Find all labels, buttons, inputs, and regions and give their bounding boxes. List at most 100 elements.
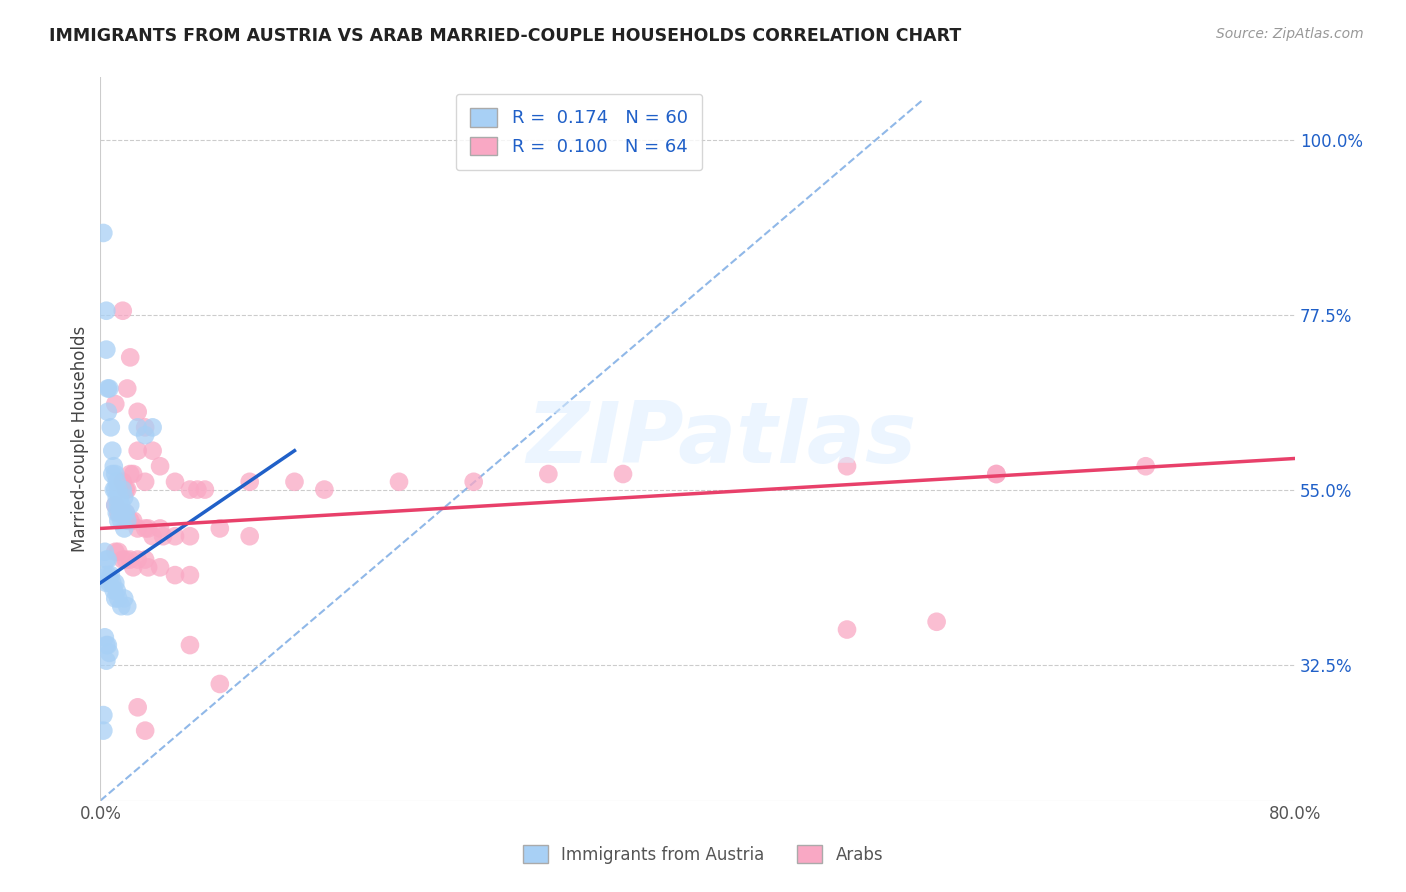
- Point: [104, 397, 127, 411]
- Point: [97, 638, 120, 652]
- Point: [96, 575, 118, 590]
- Point: [314, 483, 336, 497]
- Point: [91, 708, 114, 723]
- Point: [179, 483, 201, 497]
- Point: [104, 591, 127, 606]
- Point: [103, 583, 125, 598]
- Point: [97, 382, 120, 396]
- Text: IMMIGRANTS FROM AUSTRIA VS ARAB MARRIED-COUPLE HOUSEHOLDS CORRELATION CHART: IMMIGRANTS FROM AUSTRIA VS ARAB MARRIED-…: [49, 27, 962, 45]
- Point: [115, 483, 138, 497]
- Point: [101, 443, 124, 458]
- Point: [1135, 459, 1157, 474]
- Point: [104, 545, 127, 559]
- Point: [111, 475, 134, 489]
- Point: [152, 529, 174, 543]
- Point: [107, 483, 129, 497]
- Point: [112, 521, 135, 535]
- Point: [986, 467, 1008, 481]
- Point: [120, 514, 142, 528]
- Point: [104, 467, 127, 481]
- Point: [115, 599, 138, 614]
- Point: [179, 568, 201, 582]
- Point: [149, 521, 172, 535]
- Point: [107, 591, 129, 606]
- Point: [208, 677, 231, 691]
- Point: [612, 467, 634, 481]
- Point: [127, 405, 149, 419]
- Point: [115, 514, 138, 528]
- Point: [108, 506, 131, 520]
- Point: [112, 591, 135, 606]
- Point: [98, 646, 121, 660]
- Point: [283, 475, 305, 489]
- Point: [100, 568, 122, 582]
- Point: [91, 723, 114, 738]
- Point: [163, 475, 186, 489]
- Point: [120, 351, 142, 365]
- Point: [120, 498, 142, 512]
- Point: [111, 303, 134, 318]
- Legend: Immigrants from Austria, Arabs: Immigrants from Austria, Arabs: [516, 838, 890, 871]
- Point: [194, 483, 217, 497]
- Point: [101, 575, 124, 590]
- Point: [114, 506, 136, 520]
- Point: [134, 521, 156, 535]
- Point: [94, 545, 117, 559]
- Point: [463, 475, 485, 489]
- Point: [114, 483, 136, 497]
- Point: [134, 420, 156, 434]
- Point: [108, 491, 131, 505]
- Point: [98, 575, 121, 590]
- Point: [111, 483, 134, 497]
- Point: [104, 498, 127, 512]
- Point: [107, 506, 129, 520]
- Point: [110, 514, 132, 528]
- Point: [122, 514, 145, 528]
- Point: [120, 467, 142, 481]
- Point: [127, 700, 149, 714]
- Point: [142, 529, 165, 543]
- Point: [100, 420, 122, 434]
- Point: [127, 443, 149, 458]
- Point: [239, 529, 262, 543]
- Point: [835, 623, 858, 637]
- Point: [107, 514, 129, 528]
- Text: Source: ZipAtlas.com: Source: ZipAtlas.com: [1216, 27, 1364, 41]
- Point: [107, 545, 129, 559]
- Point: [96, 343, 118, 357]
- Point: [115, 382, 138, 396]
- Point: [111, 506, 134, 520]
- Point: [96, 303, 118, 318]
- Point: [537, 467, 560, 481]
- Point: [112, 491, 135, 505]
- Point: [134, 475, 156, 489]
- Point: [104, 498, 127, 512]
- Point: [239, 475, 262, 489]
- Point: [98, 382, 121, 396]
- Point: [179, 529, 201, 543]
- Point: [96, 638, 118, 652]
- Point: [97, 405, 120, 419]
- Point: [127, 521, 149, 535]
- Point: [104, 575, 127, 590]
- Point: [104, 483, 127, 497]
- Point: [142, 420, 165, 434]
- Point: [136, 521, 159, 535]
- Point: [186, 483, 208, 497]
- Y-axis label: Married-couple Households: Married-couple Households: [72, 326, 89, 552]
- Point: [134, 428, 156, 442]
- Point: [94, 568, 117, 582]
- Point: [114, 506, 136, 520]
- Point: [149, 459, 172, 474]
- Point: [105, 491, 128, 505]
- Point: [115, 514, 138, 528]
- Point: [101, 467, 124, 481]
- Point: [110, 498, 132, 512]
- Point: [388, 475, 411, 489]
- Point: [103, 459, 125, 474]
- Point: [111, 506, 134, 520]
- Point: [134, 723, 156, 738]
- Point: [96, 552, 118, 566]
- Point: [97, 552, 120, 566]
- Point: [134, 552, 156, 566]
